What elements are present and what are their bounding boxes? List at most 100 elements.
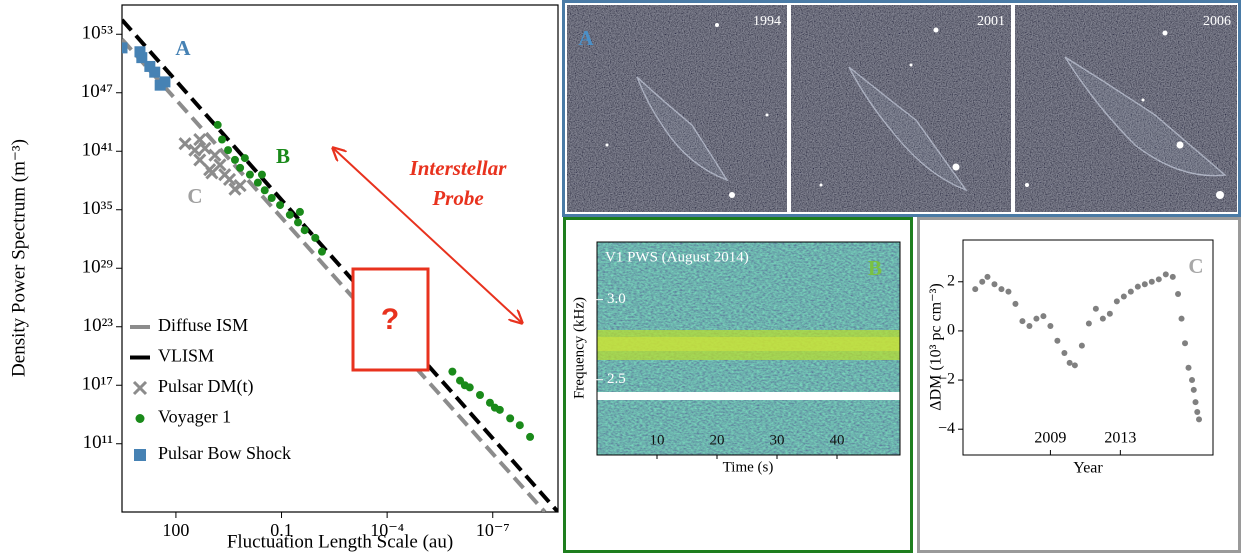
dm-point (1185, 364, 1192, 371)
y-tick-label: 10⁴¹ (82, 140, 114, 161)
dm-point (1040, 313, 1047, 320)
dm-point (1190, 386, 1197, 393)
dm-point (1148, 278, 1155, 285)
circle-point (236, 163, 245, 172)
spectrogram (597, 242, 900, 455)
panel-annotation: B (276, 144, 290, 168)
square-point (149, 66, 161, 78)
circle-point (490, 403, 499, 412)
dm-point (1162, 271, 1169, 278)
plot-frame (596, 241, 901, 456)
circle-point (294, 218, 303, 227)
dm-point (1189, 377, 1196, 384)
dm-point (1194, 409, 1201, 415)
x-tick-label: 10⁻⁷ (476, 520, 510, 540)
dm-point (1085, 320, 1092, 327)
circle-point (218, 135, 227, 144)
y-tick-label: 10⁴⁷ (81, 81, 113, 102)
nebula (1064, 56, 1227, 177)
circle-point (213, 120, 222, 129)
circle-point (295, 207, 304, 216)
y-tick-label: 10¹⁷ (82, 374, 113, 395)
panel-label: B (868, 256, 882, 280)
y-tick-label: 10²⁹ (82, 257, 114, 278)
nebula (848, 66, 968, 192)
square-point (122, 42, 128, 54)
image-year: 2006 (1203, 14, 1231, 29)
x-tick-label: 30 (770, 432, 785, 448)
x-tick-label: 100 (162, 520, 189, 540)
dm-point (1054, 337, 1061, 344)
star (933, 27, 939, 33)
dm-point (1078, 342, 1085, 349)
dm-point (1196, 416, 1203, 423)
circle-point (224, 146, 233, 155)
dm-point (1033, 315, 1040, 322)
star (952, 163, 960, 171)
dm-point (1106, 310, 1113, 317)
y-axis-label: Frequency (kHz) (571, 297, 587, 399)
circle-point (317, 247, 326, 256)
cross-point (193, 132, 207, 147)
square-point (159, 76, 171, 88)
cross-point (178, 137, 192, 151)
circle-point (476, 391, 485, 399)
circle-point (485, 398, 494, 407)
legend-label: VLISM (158, 346, 214, 366)
dm-point (1005, 288, 1012, 295)
circle-point (506, 414, 515, 423)
cross-point (193, 153, 207, 167)
dm-point (1155, 276, 1162, 283)
star (605, 143, 609, 147)
circle-point (253, 178, 262, 187)
spec-title: V1 PWS (August 2014) (605, 249, 749, 265)
x-axis-label: Year (1073, 460, 1103, 477)
y-tick-label: 10³⁵ (82, 198, 113, 219)
cross-point (233, 179, 247, 193)
panel-c-frame (917, 217, 1241, 553)
sky-image: 2001 (791, 5, 1011, 212)
image-year: 1994 (753, 14, 781, 29)
dm-point (1026, 323, 1033, 329)
circle-point (285, 210, 294, 219)
dm-point (1092, 305, 1099, 312)
circle-point (276, 201, 285, 210)
dm-point (979, 278, 986, 285)
dm-point (1178, 315, 1185, 322)
legend-label: Diffuse ISM (158, 315, 248, 335)
star (729, 192, 735, 198)
y-axis-label: Density Power Spectrum (m⁻³) (8, 139, 29, 377)
circle-point (230, 155, 239, 164)
dm-point (1120, 293, 1127, 300)
x-axis-label: Time (s) (723, 459, 774, 475)
x-tick-label: 2013 (1104, 430, 1136, 447)
cross-point (132, 380, 148, 396)
dm-point (1012, 300, 1019, 307)
square-point (134, 449, 146, 461)
panel-annotation: C (187, 184, 202, 208)
circle-point (260, 186, 269, 195)
circle-point (245, 170, 254, 179)
probe-arrow (333, 148, 522, 323)
dm-point (1175, 291, 1182, 298)
star (1176, 141, 1184, 149)
circle-point (448, 367, 457, 376)
star (1216, 191, 1224, 199)
square-point (144, 60, 156, 72)
dm-point (1169, 273, 1176, 280)
y-tick-label: −2 (938, 371, 955, 388)
star (765, 113, 769, 117)
circle-point (267, 194, 276, 203)
cross-point (198, 141, 212, 155)
cross-point (205, 166, 219, 180)
dm-point (1047, 323, 1054, 329)
x-axis-label: Fluctuation Length Scale (au) (227, 531, 453, 552)
dm-point (1019, 318, 1026, 325)
panel-label: C (1188, 254, 1203, 278)
dm-point (1099, 315, 1106, 322)
circle-point (240, 154, 249, 163)
dm-point (991, 281, 998, 288)
dm-point (1141, 281, 1148, 288)
y-tick-label: 2 (947, 272, 955, 289)
